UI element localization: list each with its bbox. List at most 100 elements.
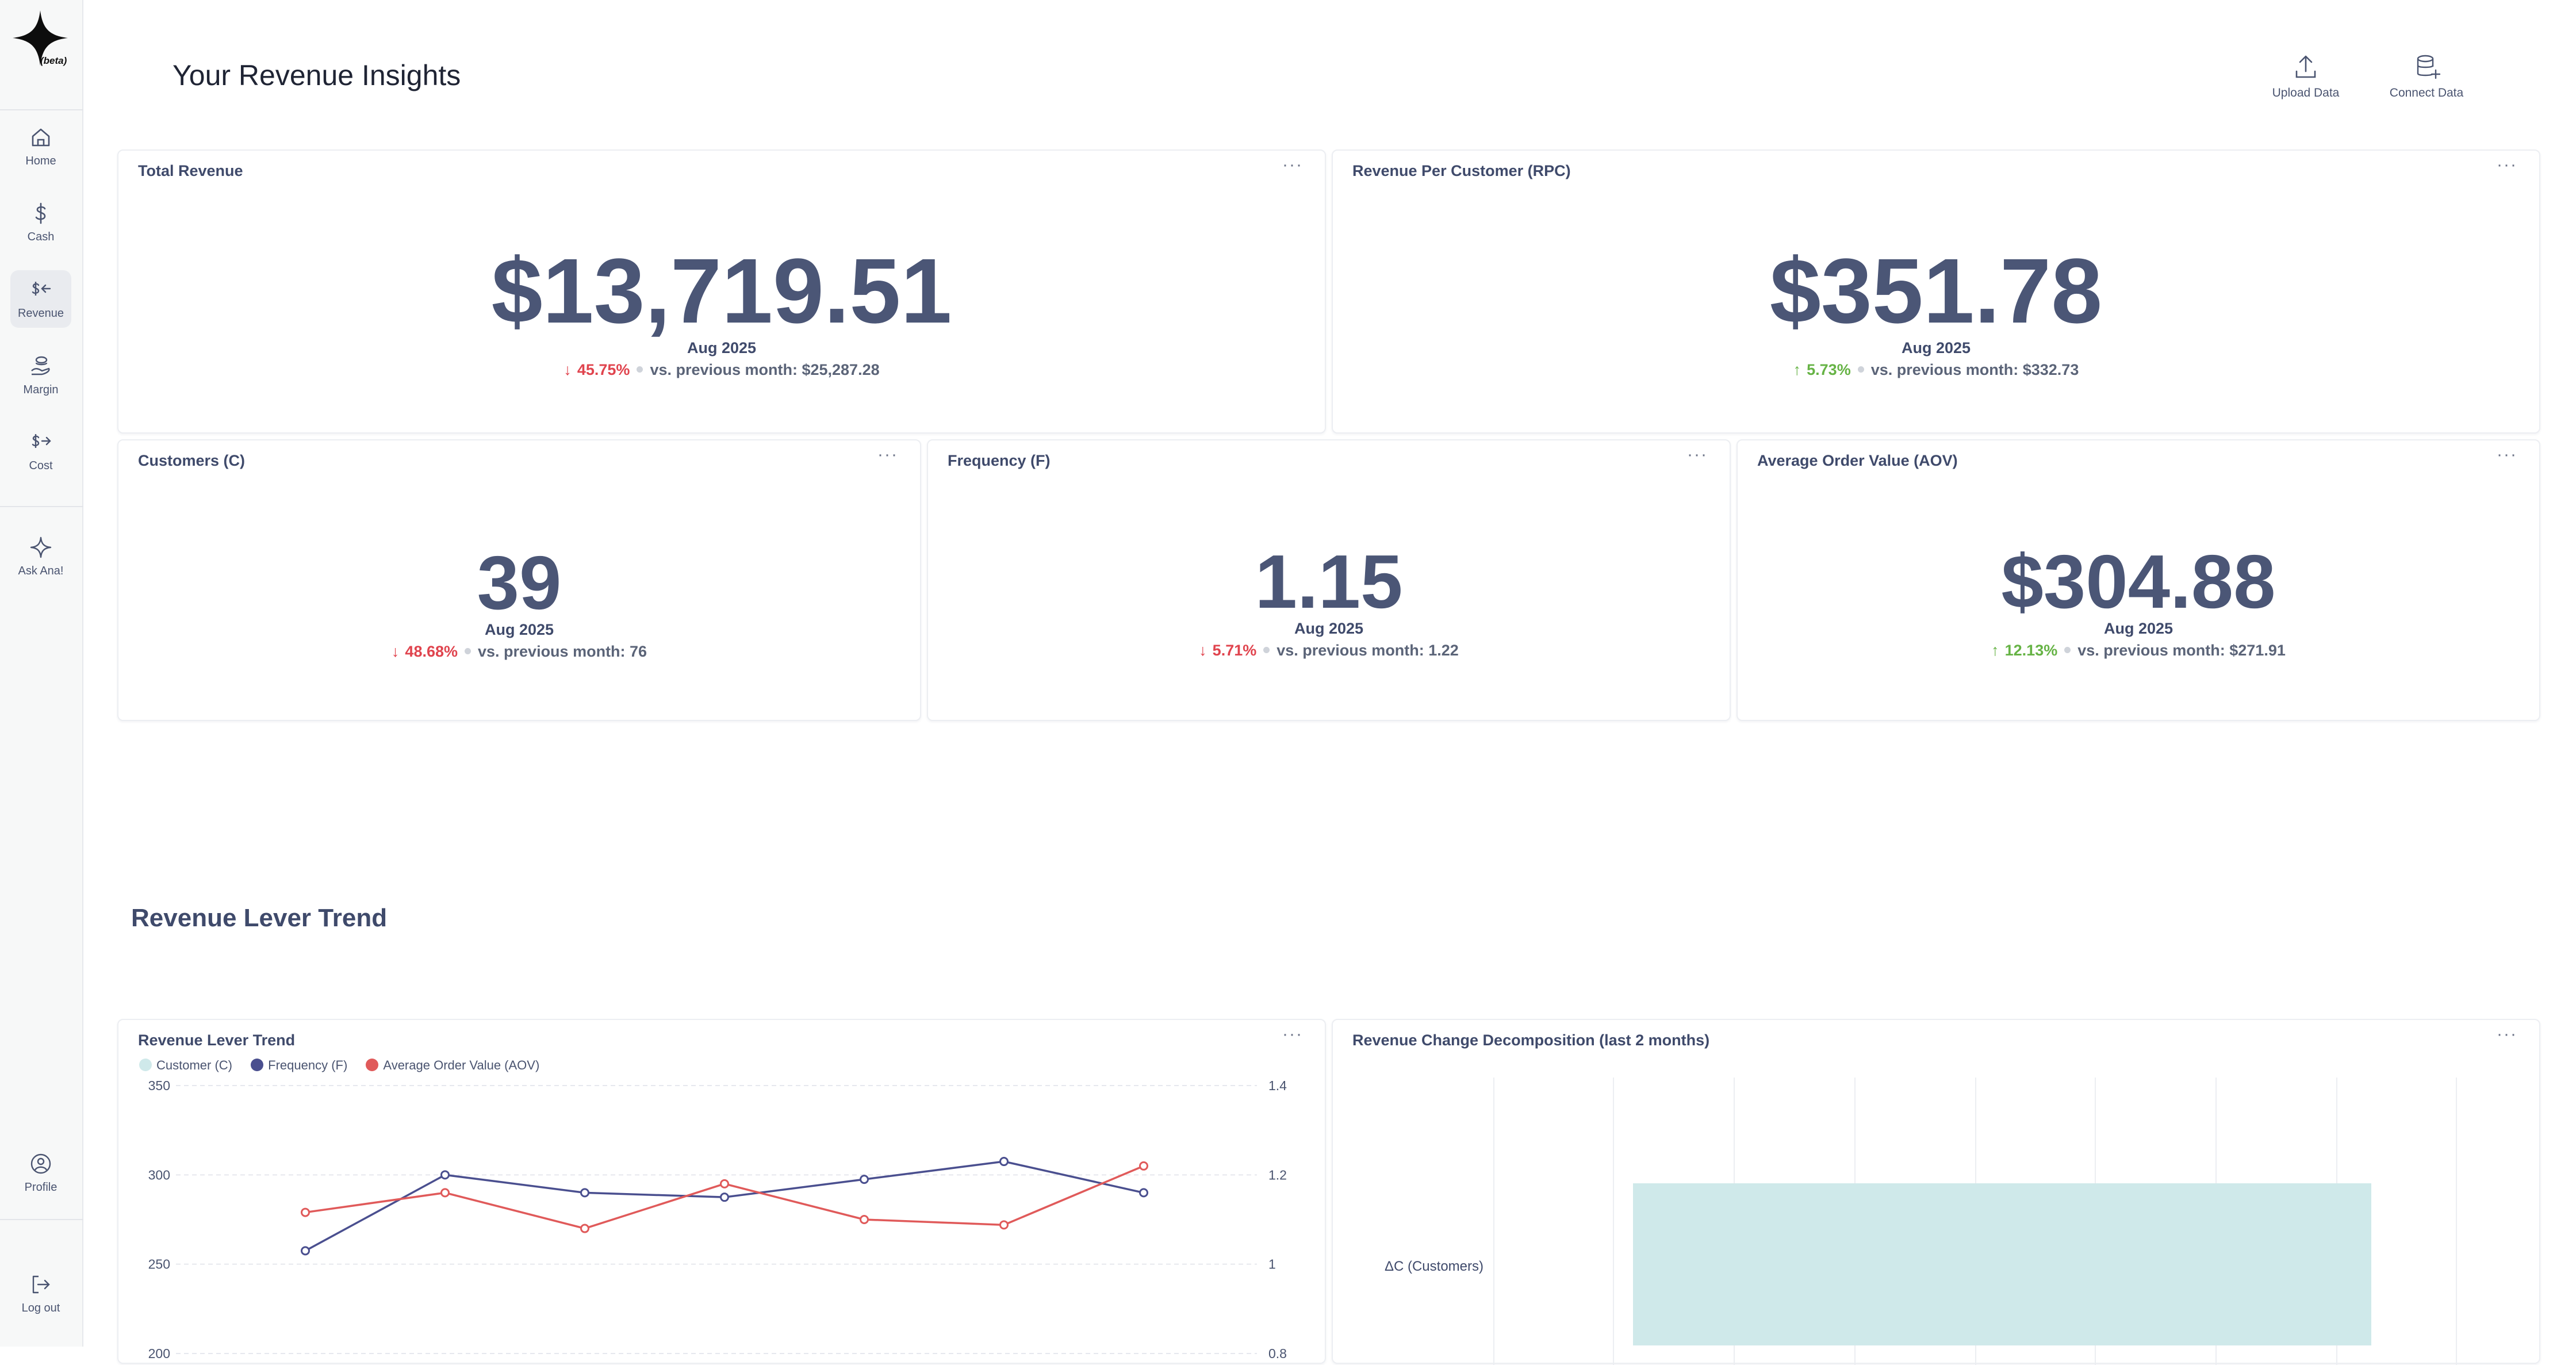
separator-dot <box>465 648 471 655</box>
metric-value: 39 <box>477 540 562 625</box>
database-add-icon <box>2417 55 2440 79</box>
chart-legend: Customer (C) Frequency (F) Average Order… <box>139 1058 554 1073</box>
sidebar-item-label: Profile <box>24 1181 57 1194</box>
arrow-down-icon: ↓ <box>564 361 572 378</box>
arrow-up-icon: ↑ <box>1793 361 1801 378</box>
upload-icon <box>2295 55 2316 78</box>
change-percent: 5.71% <box>1212 642 1257 659</box>
connect-data-label: Connect Data <box>2389 86 2464 99</box>
data-point[interactable] <box>720 1179 729 1188</box>
sidebar-item-revenue[interactable]: Revenue <box>10 270 71 328</box>
aov-card: Average Order Value (AOV) ··· $304.88 Au… <box>1736 439 2540 721</box>
more-options-icon[interactable]: ··· <box>1282 155 1303 174</box>
page-title: Your Revenue Insights <box>172 59 461 91</box>
total-revenue-card: Total Revenue ··· $13,719.51 Aug 2025 ↓ 4… <box>117 149 1326 434</box>
data-point[interactable] <box>1139 1161 1148 1171</box>
metric-comparison: ↓ 5.71% vs. previous month: 1.22 <box>928 642 1730 660</box>
metric-value: 1.15 <box>1255 539 1403 624</box>
star-logo-icon <box>13 10 68 66</box>
change-percent: 45.75% <box>577 361 630 378</box>
sidebar-item-margin[interactable]: Margin <box>10 347 71 404</box>
sidebar-item-cash[interactable]: Cash <box>10 194 71 251</box>
sidebar-item-logout[interactable]: Log out <box>10 1265 71 1322</box>
cost-icon <box>32 434 51 448</box>
more-options-icon[interactable]: ··· <box>2497 1025 2517 1044</box>
sidebar-item-label: Margin <box>23 384 59 396</box>
more-options-icon[interactable]: ··· <box>2497 445 2517 464</box>
legend-item[interactable]: Frequency (F) <box>251 1058 347 1072</box>
category-label: ΔC (Customers) <box>1385 1259 1483 1274</box>
previous-month-value: vs. previous month: $25,287.28 <box>650 361 880 378</box>
sidebar-item-label: Log out <box>21 1302 60 1314</box>
metric-period: Aug 2025 <box>687 339 757 356</box>
change-percent: 5.73% <box>1807 361 1851 378</box>
data-point[interactable] <box>440 1170 450 1180</box>
y-tick-label-right: 1 <box>1268 1257 1276 1272</box>
metric-period: Aug 2025 <box>1901 339 1971 356</box>
data-point[interactable] <box>580 1224 589 1233</box>
metric-comparison: ↓ 48.68% vs. previous month: 76 <box>118 643 920 661</box>
metric-comparison: ↓ 45.75% vs. previous month: $25,287.28 <box>118 361 1325 379</box>
data-point[interactable] <box>301 1246 310 1256</box>
legend-swatch <box>366 1059 379 1072</box>
legend-item[interactable]: Customer (C) <box>139 1058 232 1072</box>
sidebar-item-ask-ana[interactable]: Ask Ana! <box>10 528 71 585</box>
sidebar-item-home[interactable]: Home <box>10 118 71 175</box>
sidebar-item-profile[interactable]: Profile <box>10 1144 71 1202</box>
metric-value: $13,719.51 <box>491 239 952 342</box>
card-title: Frequency (F) <box>948 452 1051 469</box>
sidebar-item-label: Cost <box>29 459 53 472</box>
revenue-decomposition-card: Revenue Change Decomposition (last 2 mon… <box>1332 1019 2540 1365</box>
y-tick-label-left: 350 <box>148 1078 170 1093</box>
data-point[interactable] <box>999 1220 1009 1230</box>
sidebar: (beta) Home Cash Revenue Margin Cost Ask… <box>0 0 83 1347</box>
legend-swatch <box>251 1059 264 1072</box>
data-point[interactable] <box>440 1188 450 1198</box>
card-title: Average Order Value (AOV) <box>1757 452 1958 469</box>
data-point[interactable] <box>999 1157 1009 1167</box>
y-tick-label-left: 250 <box>148 1257 170 1272</box>
more-options-icon[interactable]: ··· <box>1687 445 1708 464</box>
sidebar-divider <box>0 1219 83 1220</box>
connect-data-button[interactable]: Connect Data <box>2378 54 2475 106</box>
app-logo[interactable]: (beta) <box>12 9 75 72</box>
margin-icon <box>31 356 50 375</box>
card-title: Revenue Per Customer (RPC) <box>1352 162 1571 179</box>
sidebar-divider <box>0 506 83 507</box>
sidebar-item-cost[interactable]: Cost <box>10 423 71 480</box>
sparkle-icon <box>30 536 52 558</box>
data-point[interactable] <box>301 1207 310 1217</box>
revenue-icon <box>32 282 51 296</box>
legend-label: Average Order Value (AOV) <box>383 1058 540 1072</box>
data-point[interactable] <box>720 1193 729 1202</box>
separator-dot <box>2064 647 2071 654</box>
data-point[interactable] <box>1139 1188 1148 1198</box>
sidebar-item-label: Ask Ana! <box>18 565 64 577</box>
logout-icon <box>32 1275 50 1294</box>
legend-label: Customer (C) <box>156 1058 233 1072</box>
data-point[interactable] <box>860 1215 869 1224</box>
card-title: Revenue Change Decomposition (last 2 mon… <box>1352 1032 1710 1049</box>
bar[interactable] <box>1633 1183 2371 1345</box>
upload-data-button[interactable]: Upload Data <box>2257 54 2355 106</box>
previous-month-value: vs. previous month: $332.73 <box>1870 361 2079 378</box>
legend-item[interactable]: Average Order Value (AOV) <box>366 1058 539 1072</box>
separator-dot <box>1263 647 1270 654</box>
data-point[interactable] <box>580 1188 589 1198</box>
legend-label: Frequency (F) <box>268 1058 348 1072</box>
dollar-icon <box>35 202 46 224</box>
card-title: Customers (C) <box>138 452 246 469</box>
metric-period: Aug 2025 <box>484 621 554 638</box>
y-tick-label-left: 300 <box>148 1167 170 1182</box>
profile-icon <box>30 1153 51 1174</box>
metric-value: $351.78 <box>1769 239 2103 342</box>
more-options-icon[interactable]: ··· <box>877 445 898 464</box>
previous-month-value: vs. previous month: 1.22 <box>1276 642 1459 659</box>
more-options-icon[interactable]: ··· <box>1282 1025 1303 1044</box>
y-tick-label-left: 200 <box>148 1346 170 1361</box>
legend-swatch <box>139 1059 152 1072</box>
separator-dot <box>637 366 643 373</box>
data-point[interactable] <box>860 1175 869 1184</box>
card-title: Total Revenue <box>138 162 243 179</box>
more-options-icon[interactable]: ··· <box>2497 155 2517 174</box>
